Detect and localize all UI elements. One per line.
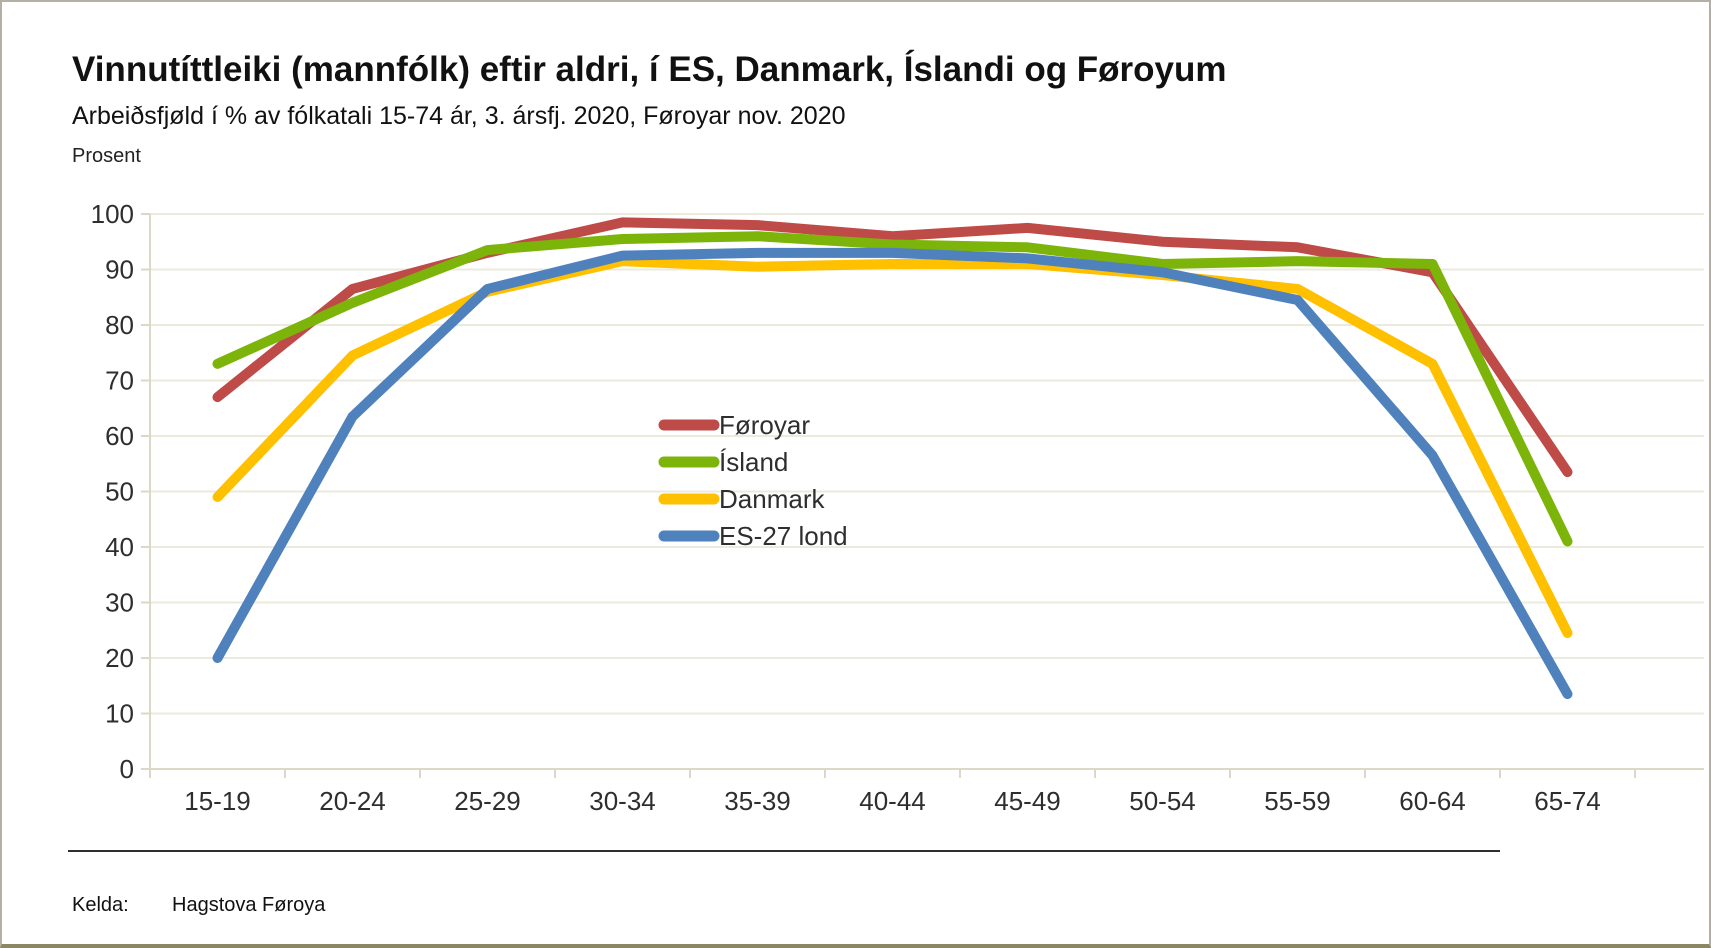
series-line-Danmark [212,256,1573,639]
y-tick-label-60: 60 [105,421,134,451]
x-tick-label-65-74: 65-74 [1534,786,1601,816]
legend-item-Føroyar: Føroyar [658,410,810,440]
legend-label-Danmark: Danmark [719,484,825,514]
x-tick-label-35-39: 35-39 [724,786,791,816]
chart-title: Vinnutíttleiki (mannfólk) eftir aldri, í… [72,50,1227,89]
y-tick-label-100: 100 [91,199,134,229]
y-axis-title: Prosent [72,145,141,167]
y-tick-label-0: 0 [120,754,134,784]
y-tick-label-40: 40 [105,532,134,562]
y-tick-label-70: 70 [105,366,134,396]
footer-source-value: Hagstova Føroya [172,894,326,916]
x-tick-label-40-44: 40-44 [859,786,926,816]
x-tick-label-55-59: 55-59 [1264,786,1331,816]
x-tick-label-45-49: 45-49 [994,786,1061,816]
x-tick-label-50-54: 50-54 [1129,786,1196,816]
legend-label-ES-27 lond: ES-27 lond [719,521,848,551]
y-tick-label-30: 30 [105,588,134,618]
x-tick-label-15-19: 15-19 [184,786,251,816]
legend-item-ES-27 lond: ES-27 lond [658,521,848,551]
y-tick-label-10: 10 [105,699,134,729]
legend-item-Ísland: Ísland [658,447,788,477]
x-tick-label-60-64: 60-64 [1399,786,1466,816]
series-line-Ísland [212,231,1573,547]
y-tick-label-80: 80 [105,310,134,340]
legend-item-Danmark: Danmark [658,484,825,514]
x-tick-label-20-24: 20-24 [319,786,386,816]
legend-label-Ísland: Ísland [719,447,788,477]
y-tick-label-20: 20 [105,643,134,673]
y-tick-label-90: 90 [105,255,134,285]
x-tick-label-30-34: 30-34 [589,786,656,816]
chart-subtitle: Arbeiðsfjøld í % av fólkatali 15-74 ár, … [72,102,846,130]
footer-source-label: Kelda: [72,894,129,916]
footer-divider [68,850,1500,852]
legend-label-Føroyar: Føroyar [719,410,810,440]
series-line-ES-27 lond [212,247,1573,700]
y-tick-label-50: 50 [105,477,134,507]
x-tick-label-25-29: 25-29 [454,786,521,816]
